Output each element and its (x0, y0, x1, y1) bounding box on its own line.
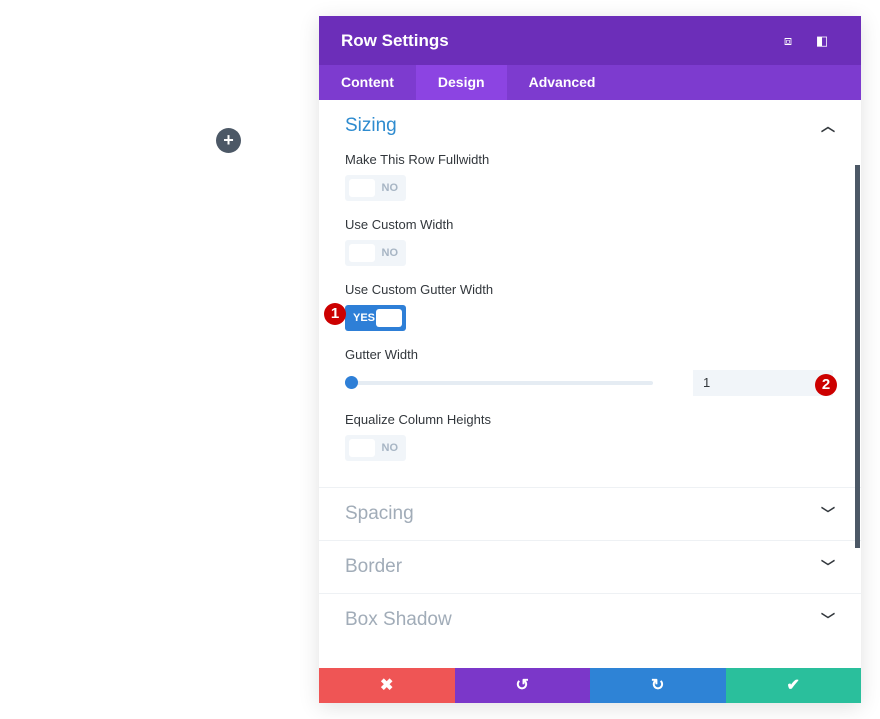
chevron-down-icon: ﹀ (821, 506, 835, 522)
equalize-label: Equalize Column Heights (345, 412, 491, 427)
chevron-down-icon: ﹀ (821, 612, 835, 628)
section-border[interactable]: Border ﹀ (319, 540, 861, 593)
section-title: Spacing (345, 503, 414, 524)
modal-title: Row Settings (341, 30, 449, 50)
section-title: Border (345, 556, 403, 577)
custom-width-toggle[interactable]: NO (345, 240, 406, 266)
slider-thumb[interactable] (345, 376, 358, 389)
tab-content[interactable]: Content (341, 74, 394, 90)
custom-width-label: Use Custom Width (345, 217, 454, 232)
fullscreen-icon[interactable]: ⧈ (783, 32, 793, 48)
fullwidth-label: Make This Row Fullwidth (345, 152, 490, 167)
toggle-state: NO (381, 247, 399, 259)
gutter-width-slider[interactable] (345, 376, 653, 389)
split-view-icon[interactable]: ◧ (815, 32, 829, 48)
modal-footer: ✖ ↺ ↻ ✔ (319, 668, 861, 703)
row-settings-modal: Row Settings ⧈ ◧ Content Design Advanced… (319, 16, 861, 703)
section-title: Box Shadow (345, 609, 452, 630)
undo-button[interactable]: ↺ (454, 668, 590, 703)
chevron-down-icon: ﹀ (821, 559, 835, 575)
section-spacing[interactable]: Spacing ﹀ (319, 487, 861, 540)
scrollbar[interactable] (855, 165, 860, 548)
gutter-width-label: Gutter Width (345, 347, 418, 362)
section-title: Sizing (345, 115, 397, 136)
gutter-width-input[interactable]: 1 (693, 370, 833, 396)
equalize-toggle[interactable]: NO (345, 435, 406, 461)
gutter-toggle[interactable]: YES (345, 305, 406, 331)
add-row-button[interactable]: + (216, 128, 241, 153)
gutter-toggle-label: Use Custom Gutter Width (345, 282, 494, 297)
fullwidth-toggle[interactable]: NO (345, 175, 406, 201)
annotation-badge-2: 2 (815, 374, 837, 396)
toggle-state: NO (381, 442, 399, 454)
annotation-badge-1: 1 (324, 303, 346, 325)
tab-advanced[interactable]: Advanced (528, 74, 596, 90)
section-sizing[interactable]: Sizing ︿ (319, 100, 861, 152)
section-box-shadow[interactable]: Box Shadow ﹀ (319, 593, 861, 646)
modal-header: Row Settings ⧈ ◧ (319, 16, 861, 65)
tab-design[interactable]: Design (415, 65, 507, 100)
redo-button[interactable]: ↻ (590, 668, 726, 703)
chevron-up-icon: ︿ (821, 118, 835, 134)
save-button[interactable]: ✔ (725, 668, 861, 703)
tab-bar: Content Design Advanced (319, 65, 861, 100)
cancel-button[interactable]: ✖ (319, 668, 455, 703)
toggle-state: NO (381, 182, 399, 194)
toggle-state: YES (353, 312, 376, 324)
